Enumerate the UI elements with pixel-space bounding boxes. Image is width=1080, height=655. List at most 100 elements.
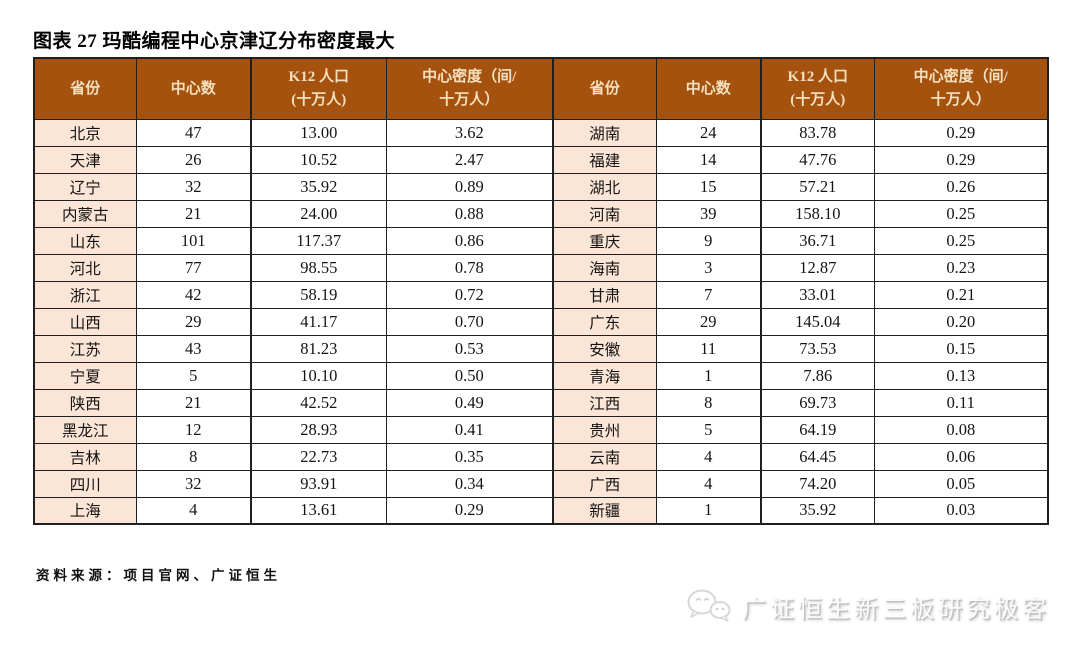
centers-cell: 14 [655,145,762,174]
province-cell: 山东 [33,226,137,255]
density-cell: 0.25 [873,226,1049,255]
k12-cell: 24.00 [250,199,387,228]
province-cell: 海南 [552,253,657,282]
province-cell: 河南 [552,199,657,228]
density-cell: 0.29 [873,145,1049,174]
centers-cell: 4 [655,469,762,498]
province-cell: 天津 [33,145,137,174]
province-cell: 河北 [33,253,137,282]
province-cell: 青海 [552,361,657,390]
k12-cell: 28.93 [250,415,387,444]
k12-cell: 158.10 [760,199,875,228]
k12-cell: 10.52 [250,145,387,174]
density-cell: 0.72 [385,280,554,309]
table-row: 陕西 21 42.52 0.49 江西 8 69.73 0.11 [33,388,1049,417]
density-cell: 0.88 [385,199,554,228]
province-cell: 浙江 [33,280,137,309]
k12-cell: 35.92 [760,496,875,525]
column-header-k12-population: K12 人口 (十万人) [760,57,875,120]
density-cell: 0.03 [873,496,1049,525]
k12-cell: 64.45 [760,442,875,471]
density-cell: 0.29 [873,118,1049,147]
k12-cell: 13.00 [250,118,387,147]
province-cell: 新疆 [552,496,657,525]
density-cell: 0.25 [873,199,1049,228]
k12-cell: 22.73 [250,442,387,471]
density-cell: 0.05 [873,469,1049,498]
density-cell: 0.15 [873,334,1049,363]
centers-cell: 15 [655,172,762,201]
density-cell: 0.50 [385,361,554,390]
density-cell: 0.86 [385,226,554,255]
figure-title: 图表 27 玛酷编程中心京津辽分布密度最大 [33,31,396,52]
centers-cell: 101 [135,226,252,255]
centers-cell: 26 [135,145,252,174]
k12-cell: 47.76 [760,145,875,174]
province-cell: 吉林 [33,442,137,471]
table-row: 辽宁 32 35.92 0.89 湖北 15 57.21 0.26 [33,172,1049,201]
centers-cell: 4 [135,496,252,525]
density-cell: 0.49 [385,388,554,417]
k12-cell: 41.17 [250,307,387,336]
watermark: 广证恒生新三板研究极客 [686,586,1050,626]
province-cell: 湖北 [552,172,657,201]
centers-cell: 12 [135,415,252,444]
province-cell: 江苏 [33,334,137,363]
province-cell: 四川 [33,469,137,498]
centers-cell: 7 [655,280,762,309]
density-cell: 0.23 [873,253,1049,282]
centers-cell: 8 [135,442,252,471]
centers-cell: 43 [135,334,252,363]
wechat-icon [686,587,732,625]
centers-cell: 21 [135,388,252,417]
density-cell: 0.35 [385,442,554,471]
k12-cell: 83.78 [760,118,875,147]
centers-cell: 29 [135,307,252,336]
density-cell: 0.11 [873,388,1049,417]
table-header: 省份 中心数 K12 人口 (十万人) 中心密度（间/十万人） 省份 中心数 K12 人口 (十… [33,57,1049,120]
table-body: 北京 47 13.00 3.62 湖南 24 83.78 0.29 天津 26 10.52 2.47 福… [33,118,1049,525]
table-row: 江苏 43 81.23 0.53 安徽 11 73.53 0.15 [33,334,1049,363]
density-cell: 0.06 [873,442,1049,471]
centers-cell: 24 [655,118,762,147]
table-row: 北京 47 13.00 3.62 湖南 24 83.78 0.29 [33,118,1049,147]
density-cell: 0.78 [385,253,554,282]
column-header-k12-population: K12 人口 (十万人) [250,57,387,120]
table-row: 吉林 8 22.73 0.35 云南 4 64.45 0.06 [33,442,1049,471]
table-row: 上海 4 13.61 0.29 新疆 1 35.92 0.03 [33,496,1049,525]
k12-cell: 12.87 [760,253,875,282]
source-note: 资料来源：项目官网、广证恒生 [36,568,281,583]
province-cell: 山西 [33,307,137,336]
centers-cell: 39 [655,199,762,228]
table-row: 四川 32 93.91 0.34 广西 4 74.20 0.05 [33,469,1049,498]
table-row: 内蒙古 21 24.00 0.88 河南 39 158.10 0.25 [33,199,1049,228]
k12-cell: 117.37 [250,226,387,255]
centers-cell: 21 [135,199,252,228]
k12-cell: 35.92 [250,172,387,201]
density-cell: 0.34 [385,469,554,498]
density-cell: 0.70 [385,307,554,336]
province-cell: 宁夏 [33,361,137,390]
centers-cell: 5 [655,415,762,444]
density-cell: 0.20 [873,307,1049,336]
column-header-density: 中心密度（间/十万人） [873,57,1049,120]
column-header-centers: 中心数 [135,57,252,120]
density-cell: 0.29 [385,496,554,525]
density-cell: 2.47 [385,145,554,174]
province-cell: 重庆 [552,226,657,255]
centers-cell: 29 [655,307,762,336]
table-row: 天津 26 10.52 2.47 福建 14 47.76 0.29 [33,145,1049,174]
centers-cell: 32 [135,469,252,498]
k12-cell: 36.71 [760,226,875,255]
province-cell: 安徽 [552,334,657,363]
province-density-table: 省份 中心数 K12 人口 (十万人) 中心密度（间/十万人） 省份 中心数 K12 人口 (十… [33,57,1049,525]
province-cell: 辽宁 [33,172,137,201]
province-cell: 广东 [552,307,657,336]
k12-cell: 93.91 [250,469,387,498]
table-row: 山西 29 41.17 0.70 广东 29 145.04 0.20 [33,307,1049,336]
province-cell: 上海 [33,496,137,525]
density-cell: 0.41 [385,415,554,444]
density-cell: 0.08 [873,415,1049,444]
centers-cell: 3 [655,253,762,282]
